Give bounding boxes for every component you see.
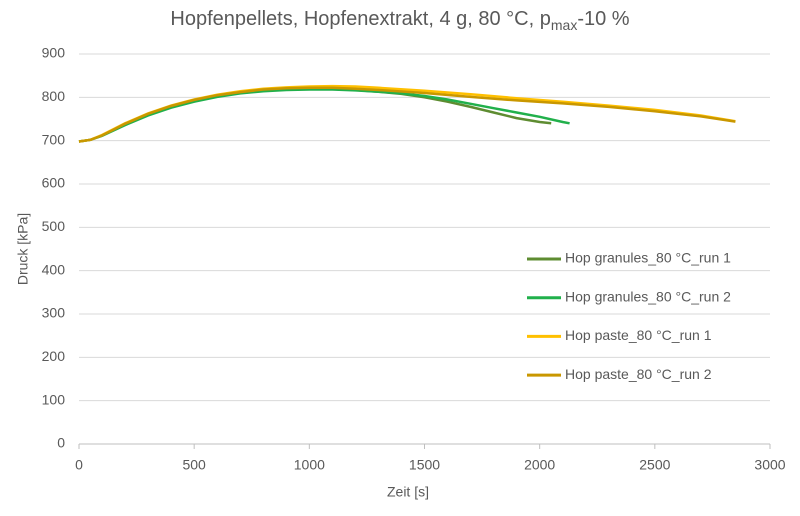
x-tick-label: 2500 — [639, 457, 670, 473]
x-axis-title: Zeit [s] — [387, 484, 429, 500]
y-tick-label: 700 — [42, 131, 66, 147]
x-tick-label: 1000 — [294, 457, 325, 473]
title-text: Hopfenpellets, Hopfenextrakt, 4 g, 80 °C… — [170, 8, 550, 30]
y-tick-label: 900 — [42, 45, 66, 61]
y-tick-label: 600 — [42, 175, 66, 191]
legend-label: Hop paste_80 °C_run 2 — [565, 366, 712, 382]
y-tick-label: 200 — [42, 348, 66, 364]
y-axis-title: Druck [kPa] — [15, 213, 31, 285]
legend-label: Hop granules_80 °C_run 1 — [565, 250, 731, 266]
y-tick-label: 800 — [42, 88, 66, 104]
title-subscript: max — [551, 17, 577, 33]
y-tick-label: 400 — [42, 261, 66, 277]
y-tick-label: 100 — [42, 391, 66, 407]
title-text: -10 % — [577, 8, 629, 30]
legend-label: Hop granules_80 °C_run 2 — [565, 288, 731, 304]
y-tick-label: 500 — [42, 218, 66, 234]
series-line — [78, 86, 736, 143]
legend-label: Hop paste_80 °C_run 1 — [565, 327, 712, 343]
chart-title: Hopfenpellets, Hopfenextrakt, 4 g, 80 °C… — [170, 8, 629, 32]
x-tick-label: 500 — [182, 457, 206, 473]
x-tick-label: 0 — [75, 457, 83, 473]
x-tick-label: 3000 — [754, 457, 785, 473]
y-tick-label: 300 — [42, 305, 66, 321]
y-tick-label: 0 — [57, 435, 65, 451]
x-tick-label: 2000 — [524, 457, 555, 473]
x-tick-label: 1500 — [409, 457, 440, 473]
series-line — [78, 88, 570, 143]
